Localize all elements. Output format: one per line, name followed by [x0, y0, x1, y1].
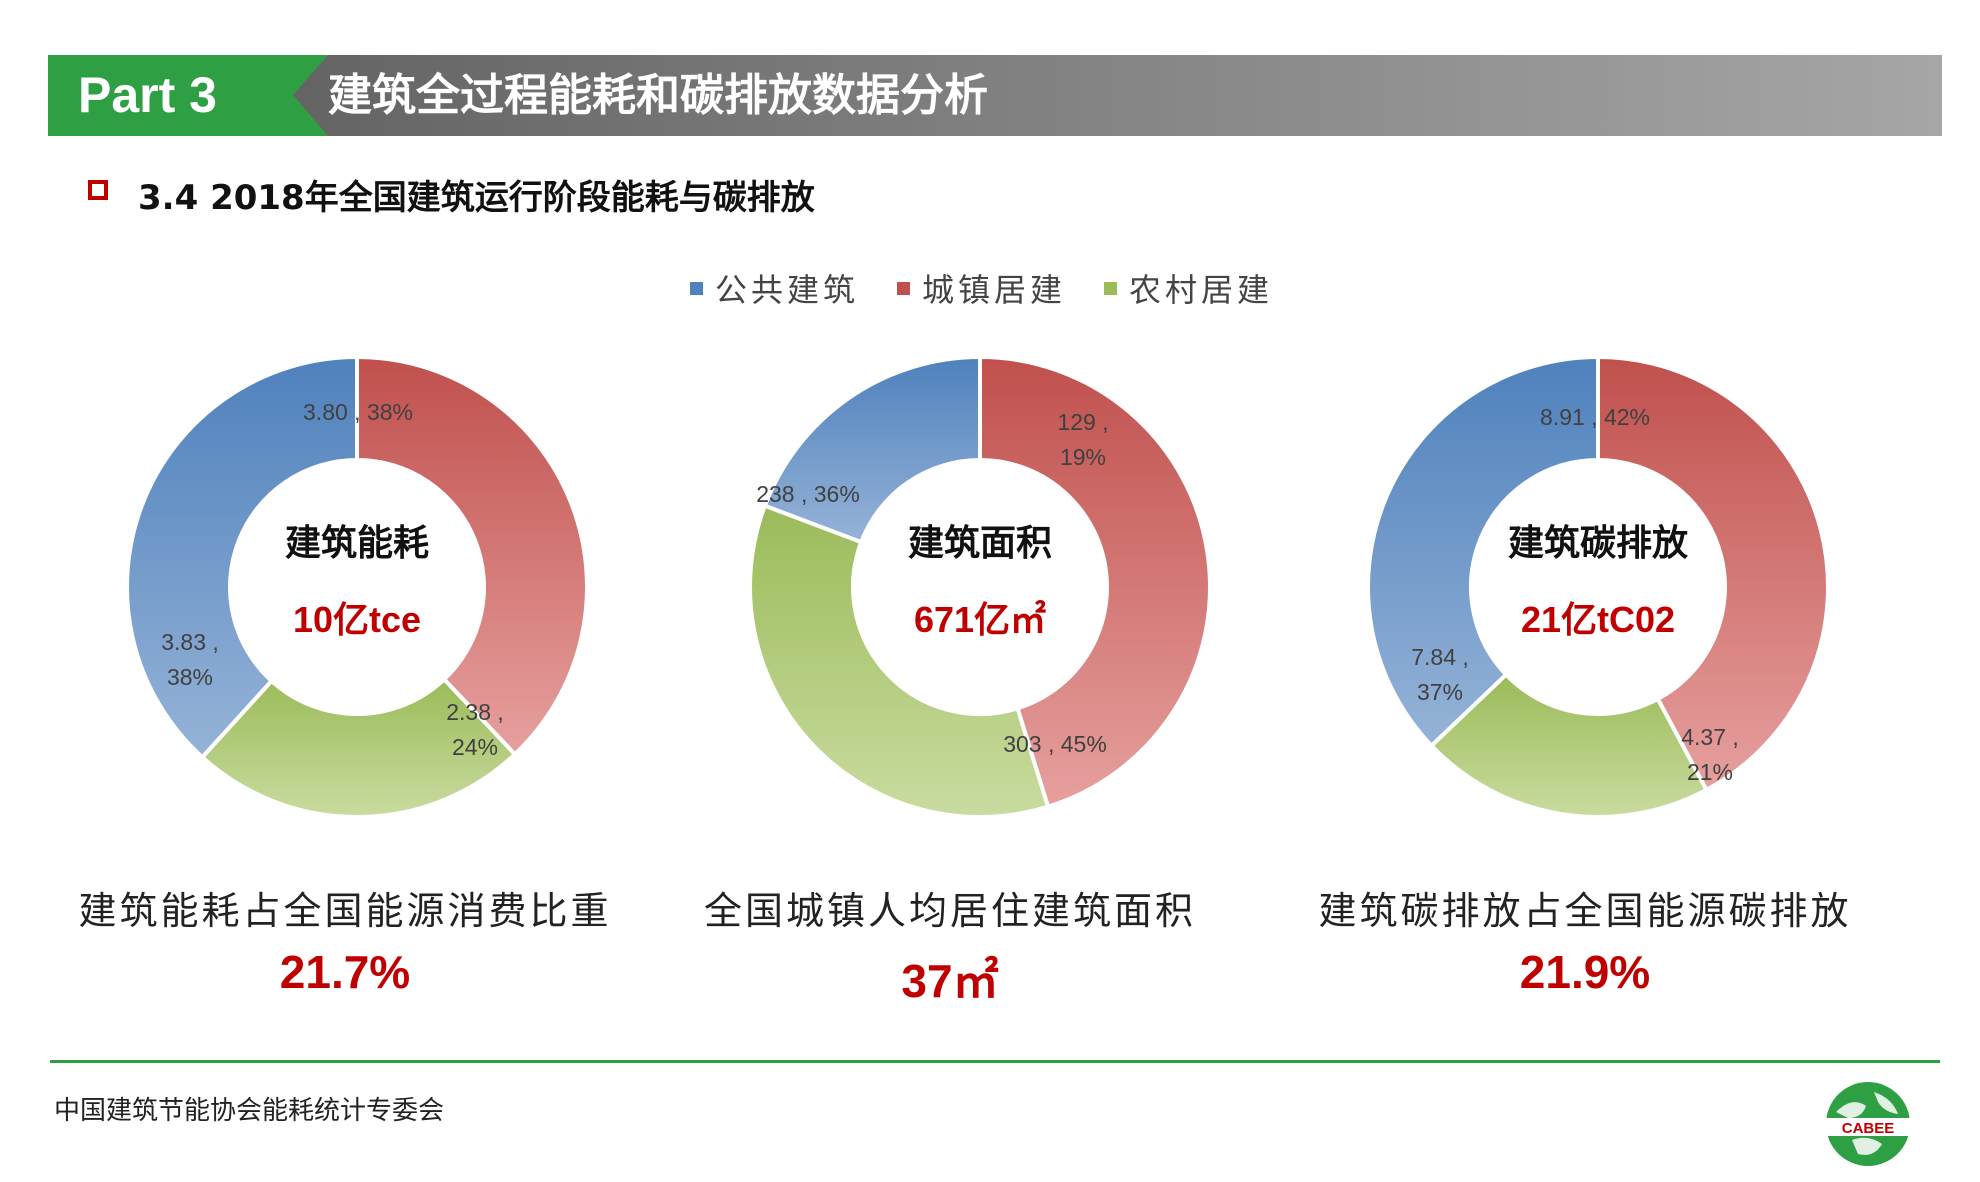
legend-item: 公共建筑 [690, 265, 859, 311]
legend-swatch [690, 281, 703, 295]
donut-center-title: 建筑面积 [908, 522, 1052, 564]
donut-slice-公共建筑 [125, 354, 359, 761]
donut-slice-城镇居建 [1596, 354, 1830, 793]
caption-area: 全国城镇人均居住建筑面积 [703, 889, 1196, 933]
legend-swatch [1104, 281, 1118, 295]
donut-chart-2: 7.84 , 37% 8.91 , 42% 4.37 , 21% 建筑碳排放 21亿tC02 [1366, 354, 1830, 819]
donut-center-value: 21亿tC02 [1521, 599, 1675, 640]
cabee-logo: CABEE [1824, 1082, 1912, 1166]
donut-slice-农村居建 [748, 503, 1051, 819]
part-label: Part 3 [78, 67, 217, 123]
stat-carbon: 21.9% [1519, 946, 1651, 998]
donut-slice-城镇居建 [355, 354, 589, 758]
donut-slice-公共建筑 [1366, 354, 1600, 749]
legend-label: 公共建筑 [715, 271, 860, 309]
legend-label: 城镇居建 [922, 271, 1067, 309]
donut-center-title: 建筑能耗 [285, 522, 429, 564]
donut-center-value: 671亿㎡ [914, 599, 1046, 640]
donut-slice-农村居建 [1428, 671, 1710, 819]
chart-legend: 公共建筑 城镇居建 农村居建 [690, 266, 1311, 310]
legend-item: 农村居建 [1104, 265, 1273, 311]
donut-chart-0: 3.83 , 38% 3.80 , 38% 2.38 , 24% 建筑能耗 10亿tce [125, 354, 589, 819]
donut-slice-公共建筑 [762, 354, 982, 545]
stat-energy: 21.7% [279, 946, 411, 998]
donut-slice-城镇居建 [978, 354, 1212, 810]
legend-swatch [897, 281, 911, 295]
slice-data-label: 8.91 , 42% [1540, 404, 1650, 430]
footer-divider [50, 1060, 1940, 1063]
slice-data-label: 3.80 , 38% [303, 399, 413, 425]
caption-energy: 建筑能耗占全国能源消费比重 [78, 889, 612, 933]
legend-item: 城镇居建 [897, 265, 1066, 311]
donut-chart-1: 129 , 19% 303 , 45% 238 , 36% 建筑面积 671亿㎡ [748, 354, 1212, 819]
header-background [48, 55, 1942, 136]
stat-area: 37㎡ [901, 955, 999, 1007]
footer-org: 中国建筑节能协会能耗统计专委会 [54, 1096, 445, 1126]
donut-slice-农村居建 [199, 676, 518, 819]
slice-data-label: 4.37 , 21% [1681, 724, 1739, 785]
slice-data-label: 2.38 , 24% [446, 699, 504, 760]
slice-data-label: 303 , 45% [1003, 731, 1107, 757]
slice-data-label: 238 , 36% [756, 481, 860, 507]
caption-carbon: 建筑碳排放占全国能源碳排放 [1318, 889, 1852, 933]
section-bullet-icon [88, 180, 108, 200]
donut-center-value: 10亿tce [293, 599, 421, 640]
legend-label: 农村居建 [1129, 271, 1274, 309]
slice-data-label: 129 , 19% [1057, 409, 1108, 470]
donut-center-title: 建筑碳排放 [1508, 522, 1688, 564]
slice-data-label: 7.84 , 37% [1411, 644, 1469, 705]
svg-text:CABEE: CABEE [1842, 1120, 1895, 1137]
slice-data-label: 3.83 , 38% [161, 629, 219, 690]
page-title: 建筑全过程能耗和碳排放数据分析 [328, 70, 988, 121]
header-banner: Part 3 建筑全过程能耗和碳排放数据分析 [48, 55, 1942, 136]
section-title: 3.4 2018年全国建筑运行阶段能耗与碳排放 [138, 178, 815, 218]
